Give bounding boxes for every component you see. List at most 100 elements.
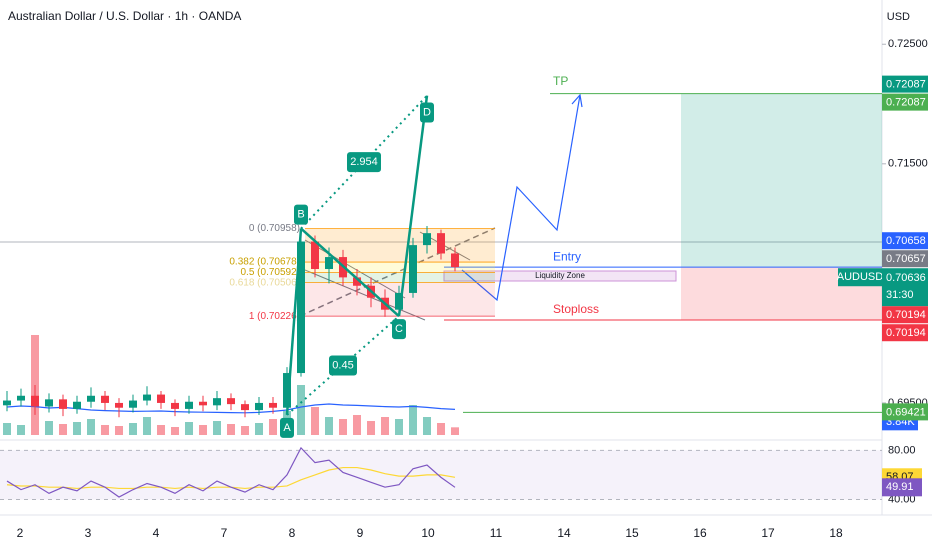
price-box — [882, 93, 928, 111]
pattern-leg — [300, 227, 400, 318]
price-box — [882, 324, 928, 342]
x-tick-label: 16 — [693, 526, 707, 540]
candle-body — [437, 233, 445, 254]
fib-band — [305, 272, 495, 283]
fib-band — [305, 228, 495, 263]
price-label: 0.69421 — [886, 406, 926, 418]
liquidity-zone — [443, 270, 677, 282]
volume-bar — [423, 417, 431, 435]
volume-bar — [185, 422, 193, 435]
symbol-label: AUDUSD — [837, 271, 884, 283]
candle-body — [59, 399, 67, 409]
price-label: 0.70658 — [886, 235, 926, 247]
volume-bar — [311, 407, 319, 435]
x-tick-label: 10 — [421, 526, 435, 540]
x-tick-label: 17 — [761, 526, 775, 540]
volume-bar — [115, 426, 123, 435]
candle-body — [269, 402, 277, 408]
fib-label: 0 (0.70958) — [249, 223, 300, 234]
candle-body — [423, 233, 431, 246]
candle-body — [451, 253, 459, 268]
volume-bar — [451, 427, 459, 435]
rsi-line — [6, 446, 456, 498]
volume-bar — [395, 419, 403, 435]
pattern-leg — [397, 95, 429, 317]
rsi-tick-label: 80.00 — [888, 444, 916, 456]
candle-body — [115, 402, 123, 408]
candle-body — [227, 398, 235, 405]
channel-line — [304, 239, 406, 299]
tp-label: TP — [553, 74, 568, 88]
pattern-point-label: C — [395, 323, 403, 335]
volume-bar — [171, 427, 179, 435]
candle-body — [17, 395, 25, 401]
candle-body — [213, 398, 221, 406]
ratio-label: 0.45 — [332, 359, 353, 371]
candle-body — [395, 292, 403, 310]
price-box — [882, 232, 928, 250]
x-tick-label: 2 — [17, 526, 24, 540]
pattern-point-label: B — [297, 209, 304, 221]
candle-body — [283, 373, 291, 408]
candle-body — [87, 395, 95, 402]
volume-bar — [255, 423, 263, 435]
candle-body — [325, 257, 333, 270]
price-label: 0.70636 — [886, 272, 926, 284]
volume-bar — [59, 424, 67, 435]
x-tick-label: 18 — [829, 526, 843, 540]
volume-bar — [45, 421, 53, 435]
candle-body — [255, 402, 263, 411]
volume-bar — [339, 419, 347, 435]
y-tick-label: 0.72500 — [888, 38, 928, 50]
pattern-point-label-box — [420, 102, 434, 123]
price-box — [882, 268, 928, 307]
fib-label: 0.618 (0.70506) — [229, 277, 300, 288]
candle-body — [143, 394, 151, 401]
x-tick-label: 8 — [289, 526, 296, 540]
volume-bar — [73, 422, 81, 435]
volume-bar — [157, 425, 165, 435]
trend-line — [299, 227, 496, 317]
volume-bar — [199, 425, 207, 435]
candle-body — [3, 400, 11, 406]
volume-bar — [269, 419, 277, 435]
profit-zone — [681, 93, 882, 268]
entry-label: Entry — [553, 249, 581, 263]
pattern-point-label-box — [392, 319, 406, 340]
volume-bar — [101, 425, 109, 435]
candle-body — [185, 401, 193, 409]
candle-body — [45, 399, 53, 407]
volume-bar — [381, 417, 389, 435]
rsi-tick-label: 40.00 — [888, 493, 916, 505]
volume-bar — [3, 423, 11, 435]
channel-line — [304, 269, 426, 321]
price-label: 0.72087 — [886, 79, 926, 91]
candle-body — [199, 401, 207, 406]
volume-bar — [437, 423, 445, 435]
volume-bar — [367, 421, 375, 435]
x-tick-label: 9 — [357, 526, 364, 540]
candle-body — [409, 245, 417, 293]
x-tick-label: 11 — [490, 526, 503, 540]
volume-bar — [325, 417, 333, 435]
price-box — [882, 75, 928, 93]
candle-body — [73, 401, 81, 409]
volume-bar — [227, 424, 235, 435]
candle-body — [31, 395, 39, 407]
x-tick-label: 7 — [221, 526, 228, 540]
fib-band — [305, 262, 495, 273]
price-label: 0.70194 — [886, 309, 926, 321]
price-label: 0.72087 — [886, 97, 926, 109]
pattern-point-label: A — [283, 422, 291, 434]
y-tick-label: 0.71500 — [888, 158, 928, 170]
volume-bar — [213, 421, 221, 435]
volume-bar — [409, 405, 417, 435]
countdown-label: 31:30 — [886, 289, 914, 301]
volume-bar — [241, 426, 249, 435]
candle-body — [129, 400, 137, 408]
liquidity-zone-label: Liquidity Zone — [535, 271, 585, 280]
rsi-value-box — [882, 478, 922, 497]
fib-label: 0.382 (0.70678) — [229, 257, 300, 268]
x-tick-label: 14 — [557, 526, 571, 540]
